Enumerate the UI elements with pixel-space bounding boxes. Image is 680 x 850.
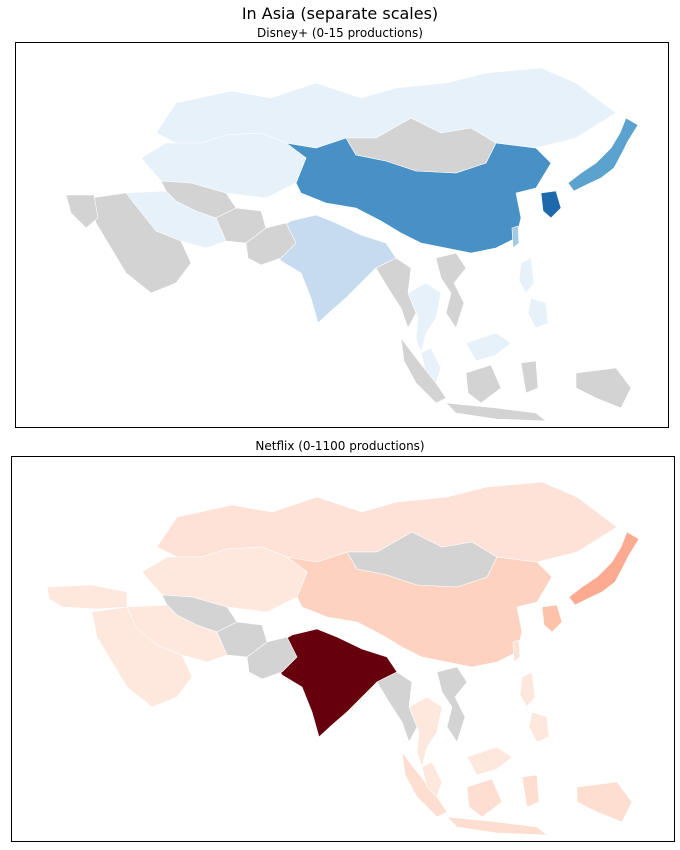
country-turkey [46,584,128,610]
country-myanmar [376,671,418,743]
country-vietnam [436,666,468,743]
disney-map [65,67,639,422]
country-mongolia [346,531,498,588]
country-india [270,214,397,324]
netflix-map-panel [11,456,675,842]
country-taiwan [512,639,521,663]
figure-title: In Asia (separate scales) [241,4,439,23]
country-indonesia [400,337,632,422]
country-afghanistan [215,207,267,244]
country-japan [567,117,639,192]
disney-map-panel [15,42,669,428]
netflix-map-title: Netflix (0-1100 productions) [255,439,425,453]
country-pakistan [246,636,298,680]
country-pakistan [245,222,297,266]
country-taiwan [511,225,520,249]
country-middle-east [65,194,99,229]
country-south-korea [541,604,563,633]
country-philippines [518,257,549,329]
country-myanmar [375,257,417,329]
country-thailand [408,696,443,768]
country-malaysia [421,746,513,798]
country-japan [568,531,640,606]
country-south-korea [540,190,562,219]
country-thailand [407,282,442,354]
disney-map-title: Disney+ (0-15 productions) [257,26,423,40]
netflix-map [46,481,640,836]
country-philippines [519,671,550,743]
country-vietnam [435,252,467,329]
country-afghanistan [216,621,268,658]
country-india [271,628,398,738]
country-mongolia [345,117,497,174]
country-saudi-arabia [90,192,192,294]
country-indonesia [401,751,633,836]
